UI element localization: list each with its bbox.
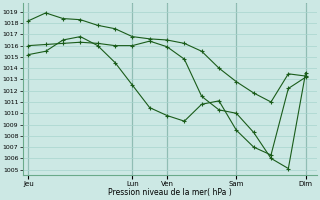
- X-axis label: Pression niveau de la mer( hPa ): Pression niveau de la mer( hPa ): [108, 188, 232, 197]
